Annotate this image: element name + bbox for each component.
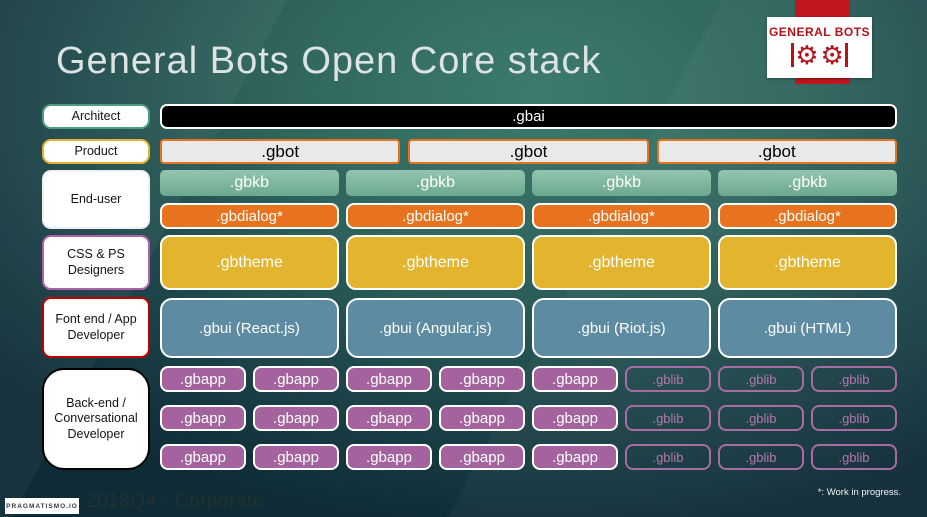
row-gbapp-gblib-1: .gbapp .gbapp .gbapp .gbapp .gbapp .gbli…: [160, 366, 897, 392]
gbui-react-box: .gbui (React.js): [160, 298, 339, 358]
row-gbapp-gblib-2: .gbapp .gbapp .gbapp .gbapp .gbapp .gbli…: [160, 405, 897, 431]
gbapp-box: .gbapp: [346, 444, 432, 470]
gbtheme-box: .gbtheme: [718, 235, 897, 290]
row-gbai: .gbai: [160, 104, 897, 129]
row-gbot: .gbot .gbot .gbot: [160, 139, 897, 164]
gbdialog-box: .gbdialog*: [532, 203, 711, 229]
role-label-end-user: End-user: [42, 170, 150, 229]
logo-wordmark: GENERAL BOTS: [768, 25, 871, 39]
gbui-html-box: .gbui (HTML): [718, 298, 897, 358]
gbapp-box: .gbapp: [532, 444, 618, 470]
gbdialog-box: .gbdialog*: [346, 203, 525, 229]
gear-icon: ⚙: [819, 40, 845, 70]
gblib-box: .gblib: [811, 366, 897, 392]
gbapp-box: .gbapp: [439, 405, 525, 431]
gblib-box: .gblib: [625, 444, 711, 470]
gblib-box: .gblib: [718, 366, 804, 392]
gbapp-box: .gbapp: [160, 366, 246, 392]
gbapp-box: .gbapp: [439, 444, 525, 470]
gbapp-box: .gbapp: [160, 405, 246, 431]
gblib-box: .gblib: [625, 405, 711, 431]
page-title: General Bots Open Core stack: [56, 40, 602, 82]
gbapp-box: .gbapp: [253, 444, 339, 470]
row-gbapp-gblib-3: .gbapp .gbapp .gbapp .gbapp .gbapp .gbli…: [160, 444, 897, 470]
gbtheme-box: .gbtheme: [346, 235, 525, 290]
gbkb-box: .gbkb: [160, 170, 339, 196]
gear-icon: ⚙: [794, 40, 820, 70]
footer-date-text: 2018Q4 - Corporate: [86, 491, 264, 512]
row-gbdialog: .gbdialog* .gbdialog* .gbdialog* .gbdial…: [160, 203, 897, 229]
role-label-frontend-app-developer: Font end / App Developer: [42, 297, 150, 358]
gbapp-box: .gbapp: [532, 366, 618, 392]
gbtheme-box: .gbtheme: [160, 235, 339, 290]
gear-axle-right: [844, 43, 848, 67]
gbapp-box: .gbapp: [346, 366, 432, 392]
gblib-box: .gblib: [811, 444, 897, 470]
role-label-architect: Architect: [42, 104, 150, 129]
row-gbtheme: .gbtheme .gbtheme .gbtheme .gbtheme: [160, 235, 897, 290]
row-gbkb: .gbkb .gbkb .gbkb .gbkb: [160, 170, 897, 196]
gbot-box: .gbot: [408, 139, 649, 164]
gbapp-box: .gbapp: [253, 405, 339, 431]
row-gbui: .gbui (React.js) .gbui (Angular.js) .gbu…: [160, 298, 897, 358]
gbdialog-box: .gbdialog*: [160, 203, 339, 229]
gbui-riot-box: .gbui (Riot.js): [532, 298, 711, 358]
gbkb-box: .gbkb: [718, 170, 897, 196]
role-label-backend-conversational-developer: Back-end / Conversational Developer: [42, 368, 150, 470]
gbapp-box: .gbapp: [346, 405, 432, 431]
gbdialog-box: .gbdialog*: [718, 203, 897, 229]
gbapp-box: .gbapp: [160, 444, 246, 470]
gblib-box: .gblib: [718, 405, 804, 431]
gears-icon: ⚙ ⚙: [791, 40, 848, 70]
gbapp-box: .gbapp: [439, 366, 525, 392]
gbtheme-box: .gbtheme: [532, 235, 711, 290]
gbkb-box: .gbkb: [346, 170, 525, 196]
gbai-box: .gbai: [160, 104, 897, 129]
gbui-angular-box: .gbui (Angular.js): [346, 298, 525, 358]
general-bots-logo: GENERAL BOTS ⚙ ⚙: [767, 17, 872, 78]
role-label-css-ps-designers: CSS & PS Designers: [42, 235, 150, 290]
gblib-box: .gblib: [811, 405, 897, 431]
gblib-box: .gblib: [625, 366, 711, 392]
role-label-product: Product: [42, 139, 150, 164]
gbkb-box: .gbkb: [532, 170, 711, 196]
work-in-progress-note: *: Work in progress.: [817, 487, 901, 498]
pragmatismo-badge: PRAGMATISMO.IO: [5, 498, 79, 514]
gbot-box: .gbot: [656, 139, 897, 164]
gear-axle-left: [791, 43, 795, 67]
gbapp-box: .gbapp: [532, 405, 618, 431]
gbapp-box: .gbapp: [253, 366, 339, 392]
gblib-box: .gblib: [718, 444, 804, 470]
gbot-box: .gbot: [160, 139, 401, 164]
